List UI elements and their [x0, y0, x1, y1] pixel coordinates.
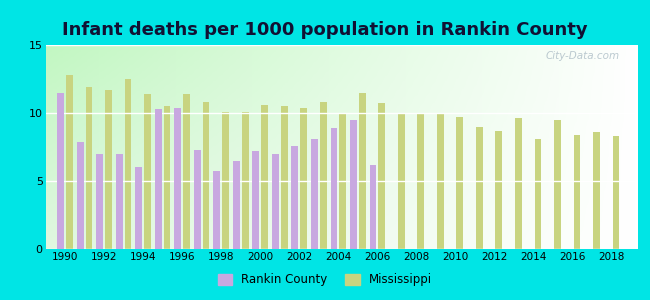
Bar — [573, 135, 580, 249]
Bar — [554, 120, 561, 249]
Bar — [612, 136, 619, 249]
Bar — [370, 165, 376, 249]
Bar — [456, 117, 463, 249]
Bar — [77, 142, 84, 249]
Bar — [96, 154, 103, 249]
Bar — [57, 93, 64, 249]
Bar — [534, 139, 541, 249]
Bar — [174, 108, 181, 249]
Bar — [105, 90, 112, 249]
Bar — [203, 102, 209, 249]
Bar — [116, 154, 123, 249]
Bar — [339, 114, 346, 249]
Legend: Rankin County, Mississippi: Rankin County, Mississippi — [213, 269, 437, 291]
Bar — [125, 79, 131, 249]
Bar — [272, 154, 279, 249]
Bar — [86, 87, 92, 249]
Bar — [515, 118, 522, 249]
Text: City-Data.com: City-Data.com — [545, 51, 619, 61]
Bar — [233, 160, 240, 249]
Bar — [281, 106, 287, 249]
Bar — [398, 113, 405, 249]
Bar — [417, 113, 424, 249]
Bar — [311, 139, 318, 249]
Bar — [359, 93, 366, 249]
Bar — [66, 75, 73, 249]
Bar — [242, 112, 248, 249]
Bar — [378, 103, 385, 249]
Bar — [164, 106, 170, 249]
Bar — [593, 132, 600, 249]
Bar — [155, 109, 162, 249]
Bar — [330, 128, 337, 249]
Bar — [320, 102, 326, 249]
Bar — [476, 127, 483, 249]
Bar — [495, 131, 502, 249]
Bar — [194, 150, 201, 249]
Bar — [437, 113, 444, 249]
Bar — [144, 94, 151, 249]
Bar — [183, 94, 190, 249]
Bar — [213, 172, 220, 249]
Bar — [261, 105, 268, 249]
Bar — [252, 151, 259, 249]
Text: Infant deaths per 1000 population in Rankin County: Infant deaths per 1000 population in Ran… — [62, 21, 588, 39]
Bar — [222, 112, 229, 249]
Bar — [291, 146, 298, 249]
Bar — [350, 120, 357, 249]
Bar — [135, 167, 142, 249]
Bar — [300, 108, 307, 249]
